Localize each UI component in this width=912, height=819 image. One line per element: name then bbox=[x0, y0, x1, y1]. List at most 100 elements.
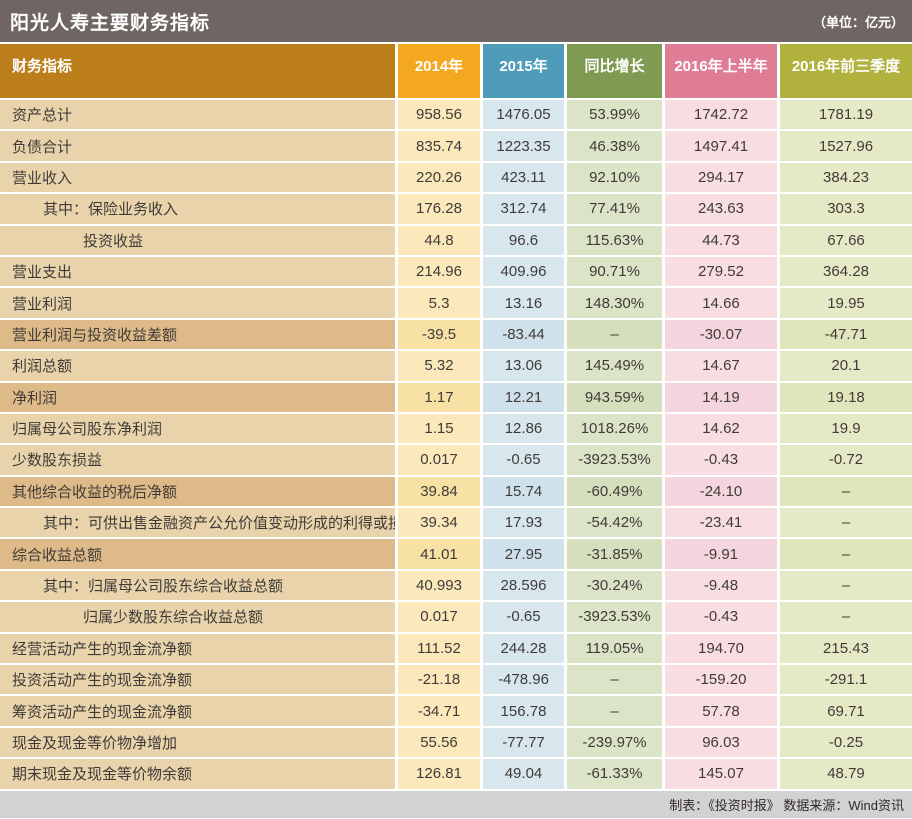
table-row: 其他综合收益的税后净额 39.84 15.74 -60.49% -24.10 – bbox=[0, 476, 912, 507]
row-label: 资产总计 bbox=[0, 100, 395, 130]
cell-2014: 55.56 bbox=[398, 727, 480, 758]
cell-2015: 28.596 bbox=[483, 570, 564, 601]
cell-yoy-growth: -31.85% bbox=[567, 539, 662, 569]
row-label: 筹资活动产生的现金流净额 bbox=[0, 696, 395, 726]
cell-2016-q3: 19.95 bbox=[780, 288, 912, 318]
column-header-2016-q3: 2016年前三季度 bbox=[780, 44, 912, 98]
cell-2015: -83.44 bbox=[483, 319, 564, 350]
column-header-2016-h1: 2016年上半年 bbox=[665, 44, 777, 98]
cell-yoy-growth: -60.49% bbox=[567, 476, 662, 507]
cell-2016-h1: 145.07 bbox=[665, 759, 777, 789]
cell-2016-h1: 14.62 bbox=[665, 413, 777, 444]
table-row: 营业利润与投资收益差额 -39.5 -83.44 – -30.07 -47.71 bbox=[0, 319, 912, 350]
cell-2016-q3: 303.3 bbox=[780, 194, 912, 224]
row-label: 投资收益 bbox=[0, 225, 395, 255]
cell-yoy-growth: 90.71% bbox=[567, 256, 662, 287]
row-label: 营业利润与投资收益差额 bbox=[0, 319, 395, 350]
cell-2014: 0.017 bbox=[398, 445, 480, 475]
row-label: 营业利润 bbox=[0, 288, 395, 318]
cell-2016-h1: -9.91 bbox=[665, 539, 777, 569]
cell-2015: 312.74 bbox=[483, 194, 564, 224]
cell-2014: 111.52 bbox=[398, 633, 480, 664]
cell-2014: 41.01 bbox=[398, 539, 480, 569]
cell-yoy-growth: 119.05% bbox=[567, 633, 662, 664]
cell-2016-h1: 14.67 bbox=[665, 351, 777, 381]
cell-2016-h1: -159.20 bbox=[665, 665, 777, 695]
cell-yoy-growth: – bbox=[567, 319, 662, 350]
cell-2016-q3: 19.18 bbox=[780, 382, 912, 412]
cell-2016-h1: -30.07 bbox=[665, 319, 777, 350]
credit-text: 制表：《投资时报》 数据来源：Wind资讯 bbox=[669, 797, 904, 813]
cell-2015: 409.96 bbox=[483, 256, 564, 287]
cell-2014: 1.15 bbox=[398, 413, 480, 444]
cell-2016-q3: 384.23 bbox=[780, 162, 912, 193]
cell-yoy-growth: -30.24% bbox=[567, 570, 662, 601]
cell-2016-h1: 294.17 bbox=[665, 162, 777, 193]
cell-2016-h1: 1497.41 bbox=[665, 131, 777, 161]
cell-2016-h1: 1742.72 bbox=[665, 100, 777, 130]
cell-yoy-growth: – bbox=[567, 696, 662, 726]
unit-note: （单位：亿元） bbox=[812, 14, 904, 30]
cell-2015: 156.78 bbox=[483, 696, 564, 726]
cell-yoy-growth: -3923.53% bbox=[567, 445, 662, 475]
cell-2016-q3: 215.43 bbox=[780, 633, 912, 664]
cell-2016-q3: 19.9 bbox=[780, 413, 912, 444]
column-header-yoy-growth: 同比增长 bbox=[567, 44, 662, 98]
table-row: 筹资活动产生的现金流净额 -34.71 156.78 – 57.78 69.71 bbox=[0, 696, 912, 726]
cell-2016-h1: -0.43 bbox=[665, 602, 777, 632]
cell-2015: 17.93 bbox=[483, 508, 564, 538]
table-row: 少数股东损益 0.017 -0.65 -3923.53% -0.43 -0.72 bbox=[0, 445, 912, 475]
row-label: 营业支出 bbox=[0, 256, 395, 287]
cell-2015: 49.04 bbox=[483, 759, 564, 789]
cell-2014: -21.18 bbox=[398, 665, 480, 695]
column-header-2014: 2014年 bbox=[398, 44, 480, 98]
page-title: 阳光人寿主要财务指标 bbox=[10, 12, 211, 34]
row-label: 经营活动产生的现金流净额 bbox=[0, 633, 395, 664]
cell-2014: 126.81 bbox=[398, 759, 480, 789]
table-row: 现金及现金等价物净增加 55.56 -77.77 -239.97% 96.03 … bbox=[0, 727, 912, 758]
table-row: 综合收益总额 41.01 27.95 -31.85% -9.91 – bbox=[0, 539, 912, 569]
table-row: 营业支出 214.96 409.96 90.71% 279.52 364.28 bbox=[0, 256, 912, 287]
table-row: 其中：保险业务收入 176.28 312.74 77.41% 243.63 30… bbox=[0, 194, 912, 224]
cell-yoy-growth: 148.30% bbox=[567, 288, 662, 318]
row-label: 归属少数股东综合收益总额 bbox=[0, 602, 395, 632]
cell-yoy-growth: -3923.53% bbox=[567, 602, 662, 632]
cell-yoy-growth: 53.99% bbox=[567, 100, 662, 130]
cell-2016-q3: – bbox=[780, 508, 912, 538]
cell-2014: 39.34 bbox=[398, 508, 480, 538]
cell-2015: 12.21 bbox=[483, 382, 564, 412]
cell-yoy-growth: 46.38% bbox=[567, 131, 662, 161]
cell-2016-h1: -23.41 bbox=[665, 508, 777, 538]
cell-2015: 244.28 bbox=[483, 633, 564, 664]
row-label: 净利润 bbox=[0, 382, 395, 412]
cell-2016-q3: -291.1 bbox=[780, 665, 912, 695]
table-row: 净利润 1.17 12.21 943.59% 14.19 19.18 bbox=[0, 382, 912, 412]
cell-2014: 5.3 bbox=[398, 288, 480, 318]
row-label: 期末现金及现金等价物余额 bbox=[0, 759, 395, 789]
cell-2014: 214.96 bbox=[398, 256, 480, 287]
cell-yoy-growth: -239.97% bbox=[567, 727, 662, 758]
cell-2015: -77.77 bbox=[483, 727, 564, 758]
cell-2015: 423.11 bbox=[483, 162, 564, 193]
row-label: 现金及现金等价物净增加 bbox=[0, 727, 395, 758]
cell-yoy-growth: 92.10% bbox=[567, 162, 662, 193]
cell-2014: 176.28 bbox=[398, 194, 480, 224]
table-row: 归属母公司股东净利润 1.15 12.86 1018.26% 14.62 19.… bbox=[0, 413, 912, 444]
column-header-2015: 2015年 bbox=[483, 44, 564, 98]
cell-2015: 15.74 bbox=[483, 476, 564, 507]
table-row: 负债合计 835.74 1223.35 46.38% 1497.41 1527.… bbox=[0, 131, 912, 161]
cell-yoy-growth: 77.41% bbox=[567, 194, 662, 224]
cell-yoy-growth: 1018.26% bbox=[567, 413, 662, 444]
cell-2014: -39.5 bbox=[398, 319, 480, 350]
row-label: 其中：归属母公司股东综合收益总额 bbox=[0, 570, 395, 601]
footer-bar: 制表：《投资时报》 数据来源：Wind资讯 bbox=[0, 790, 912, 818]
cell-2015: -0.65 bbox=[483, 445, 564, 475]
table-header-row: 财务指标 2014年 2015年 同比增长 2016年上半年 2016年前三季度 bbox=[0, 44, 912, 98]
cell-2016-q3: – bbox=[780, 476, 912, 507]
title-bar: 阳光人寿主要财务指标 （单位：亿元） bbox=[0, 0, 912, 42]
cell-2016-q3: – bbox=[780, 602, 912, 632]
cell-2016-h1: 243.63 bbox=[665, 194, 777, 224]
cell-2016-h1: 279.52 bbox=[665, 256, 777, 287]
cell-2014: 44.8 bbox=[398, 225, 480, 255]
cell-2016-h1: 14.19 bbox=[665, 382, 777, 412]
